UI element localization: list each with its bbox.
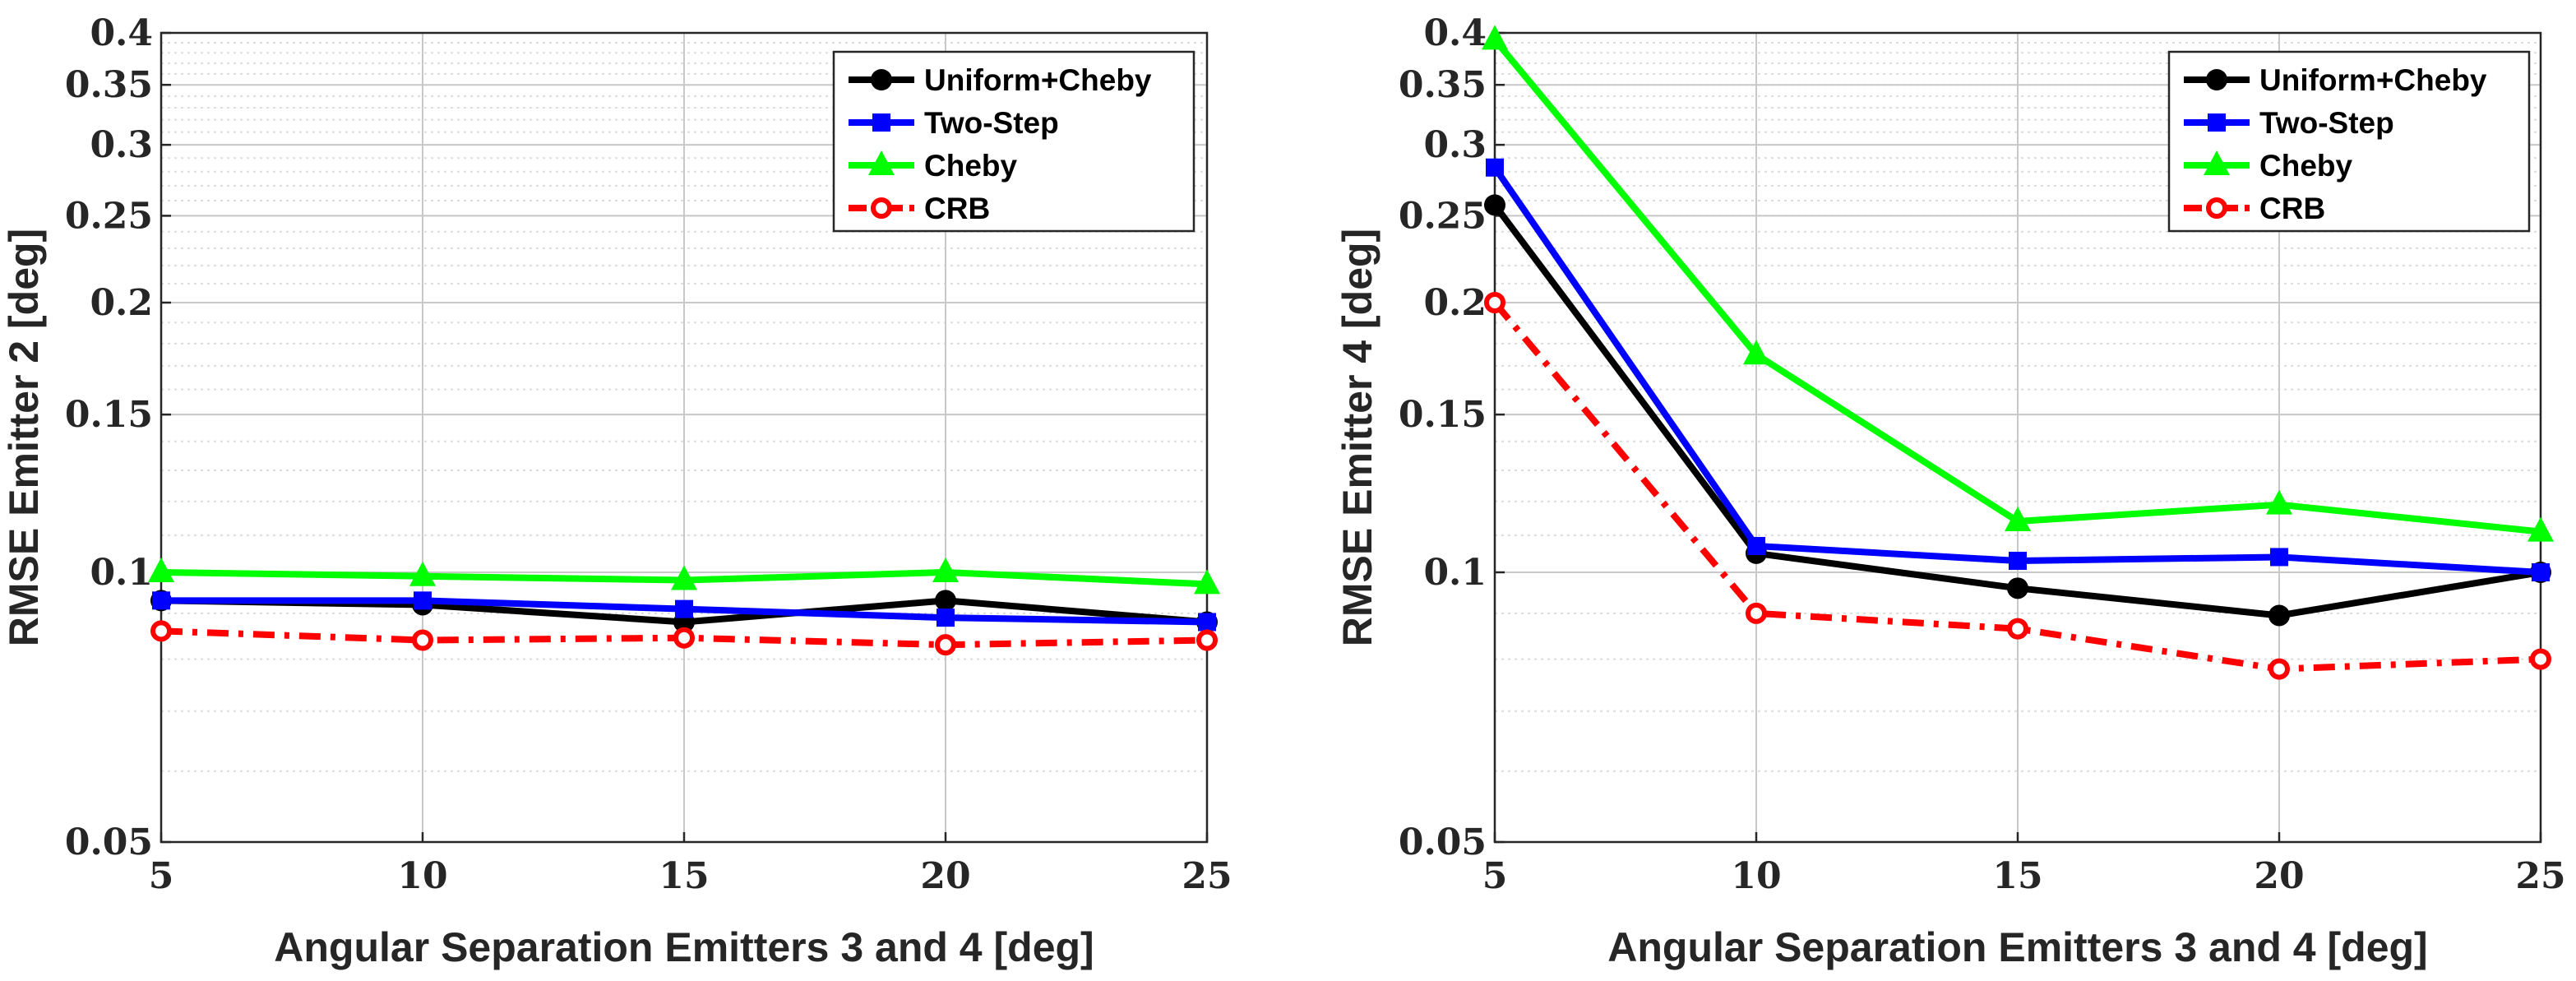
x-tick-label: 5: [1482, 855, 1508, 897]
data-point: [937, 608, 955, 627]
series-crb: [150, 620, 1218, 656]
legend-label: Cheby: [924, 149, 1018, 183]
x-tick-label: 5: [149, 855, 174, 897]
data-point: [2268, 658, 2290, 680]
x-tick-label: 20: [2254, 855, 2304, 897]
data-point: [1196, 629, 1218, 651]
y-tick-label: 0.4: [1423, 12, 1487, 54]
data-point: [2527, 516, 2554, 542]
series-two-step: [152, 591, 1216, 632]
x-tick-label: 10: [397, 855, 447, 897]
legend-marker: [871, 197, 892, 219]
x-tick-label: 20: [920, 855, 970, 897]
data-point: [1747, 536, 1765, 555]
y-tick-label: 0.4: [90, 12, 153, 54]
legend-marker: [868, 150, 895, 175]
x-tick-label: 15: [1992, 855, 2042, 897]
y-tick-label: 0.15: [1399, 394, 1487, 436]
data-point: [1198, 613, 1216, 632]
series-two-step: [1486, 158, 2550, 581]
y-tick-label: 0.15: [65, 394, 153, 436]
y-tick-label: 0.35: [65, 64, 153, 106]
data-point: [1482, 25, 1508, 50]
data-point: [1486, 158, 1504, 177]
data-point: [2009, 552, 2027, 571]
data-point: [935, 590, 956, 612]
chart-panel-2: 0.05 0.1 0.15 0.2 0.25 0.3 0.35 0.4 5 10 15 20 25 Ang…: [1334, 12, 2566, 970]
y-tick-label: 0.35: [1399, 64, 1487, 106]
data-point: [150, 620, 172, 642]
legend-marker: [2206, 197, 2227, 219]
series-crb: [1484, 292, 2551, 680]
y-tick-label: 0.25: [65, 195, 153, 237]
data-point: [935, 634, 956, 656]
data-point: [2007, 577, 2028, 599]
data-point: [671, 565, 697, 590]
data-point: [412, 629, 433, 651]
y-tick-label: 0.25: [1399, 195, 1487, 237]
data-point: [414, 591, 432, 610]
legend-marker: [872, 113, 890, 132]
x-axis-label: Angular Separation Emitters 3 and 4 [deg…: [274, 924, 1094, 970]
y-tick-label: 0.2: [90, 282, 153, 324]
legend-marker: [2206, 69, 2227, 90]
legend-label: Uniform+Cheby: [2259, 63, 2487, 97]
data-point: [2266, 489, 2292, 515]
data-point: [2270, 548, 2288, 567]
legend-marker: [2204, 150, 2230, 175]
y-tick-label: 0.05: [65, 821, 153, 863]
data-point: [409, 561, 436, 586]
y-tick-label: 0.1: [90, 552, 153, 594]
y-axis-label: RMSE Emitter 2 [deg]: [1, 229, 47, 646]
x-tick-label: 10: [1731, 855, 1781, 897]
chart-panel-1: 0.05 0.1 0.15 0.2 0.25 0.3 0.35 0.4 5 10 15 20 25 Ang…: [1, 12, 1233, 970]
data-point: [152, 591, 170, 610]
legend-marker: [2208, 113, 2226, 132]
y-tick-label: 0.3: [1423, 124, 1487, 166]
data-point: [2005, 506, 2031, 531]
legend-label: CRB: [2259, 192, 2325, 225]
data-point: [675, 599, 693, 618]
y-tick-label: 0.05: [1399, 821, 1487, 863]
data-point: [1194, 569, 1220, 595]
data-point: [2530, 648, 2551, 670]
legend: Uniform+Cheby Two-Step Cheby CRB: [832, 50, 1196, 233]
data-point: [1743, 340, 1769, 365]
y-axis-label: RMSE Emitter 4 [deg]: [1334, 229, 1380, 646]
series-cheby: [1482, 25, 2554, 542]
data-point: [148, 558, 174, 582]
data-point: [1746, 602, 1767, 624]
legend-label: Two-Step: [2259, 106, 2394, 140]
data-point: [2007, 618, 2028, 640]
legend-label: Uniform+Cheby: [924, 63, 1152, 97]
y-tick-label: 0.1: [1423, 552, 1487, 594]
data-point: [1484, 292, 1505, 313]
y-tick-label: 0.3: [90, 124, 153, 166]
data-point: [2532, 563, 2550, 581]
data-point: [1484, 194, 1505, 216]
legend-box: [832, 50, 1196, 233]
data-point: [673, 627, 695, 649]
legend-marker: [871, 69, 892, 90]
legend: Uniform+Cheby Two-Step Cheby CRB: [2167, 50, 2531, 233]
series-cheby: [148, 558, 1220, 595]
x-tick-label: 15: [659, 855, 709, 897]
x-tick-label: 25: [2515, 855, 2565, 897]
legend-label: CRB: [924, 192, 990, 225]
x-axis-label: Angular Separation Emitters 3 and 4 [deg…: [1607, 924, 2427, 970]
x-tick-label: 25: [1182, 855, 1232, 897]
data-point: [932, 558, 959, 582]
series-line: [1491, 300, 2541, 673]
y-tick-label: 0.2: [1423, 282, 1487, 324]
legend-label: Two-Step: [924, 106, 1059, 140]
data-point: [2268, 604, 2290, 627]
legend-label: Cheby: [2259, 149, 2353, 183]
